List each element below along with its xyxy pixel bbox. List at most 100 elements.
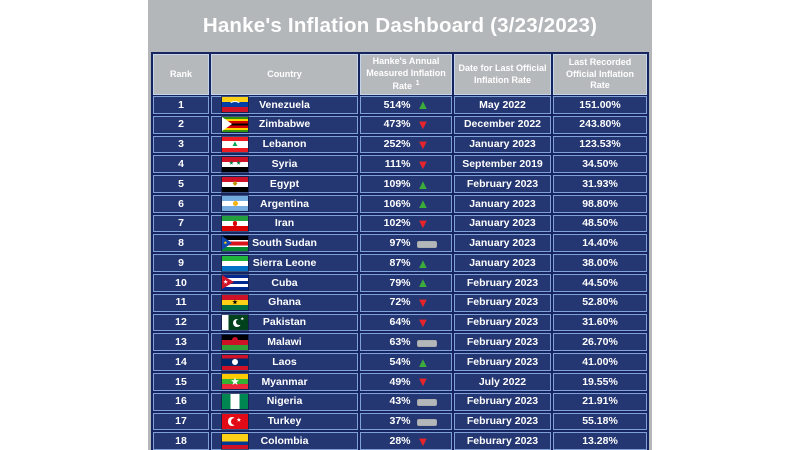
- official-rate-cell: 52.80%: [553, 293, 647, 312]
- official-rate-cell: 38.00%: [553, 254, 647, 273]
- official-date-cell: January 2023: [454, 194, 551, 213]
- table-header-cell-official_rate: Last Recorded Official Inflation Rate: [553, 54, 647, 96]
- country-cell: Argentina: [211, 194, 358, 213]
- country-name: Egypt: [269, 177, 300, 190]
- table-row: 3 ▲ Lebanon 252% ▼ January 2023 123.53%: [153, 135, 647, 154]
- country-flag-icon: [222, 255, 248, 271]
- official-date-cell: May 2022: [454, 96, 551, 114]
- hanke-rate-value: 252%: [383, 138, 411, 151]
- dashboard-panel: Hanke's Inflation Dashboard (3/23/2023) …: [148, 0, 652, 450]
- country-name: Iran: [274, 217, 295, 230]
- rank-cell: 4: [153, 155, 209, 174]
- table-row: 16 Nigeria 43% February 2023 21.91%: [153, 392, 647, 411]
- country-cell: Sierra Leone: [211, 254, 358, 273]
- rank-cell: 2: [153, 115, 209, 134]
- rank-cell: 8: [153, 234, 209, 253]
- trend-flat-icon: [416, 418, 437, 426]
- country-cell: ◆ Egypt: [211, 175, 358, 193]
- flag-emblem: ★: [230, 376, 240, 387]
- country-flag-icon: [222, 394, 248, 410]
- official-rate-cell: 48.50%: [553, 214, 647, 233]
- flag-emblem: [232, 359, 238, 366]
- hanke-rate-cell: 28% ▼: [360, 432, 452, 450]
- official-date-cell: January 2023: [454, 234, 551, 253]
- rank-cell: 14: [153, 353, 209, 371]
- hanke-rate-cell: 514% ▲: [360, 96, 452, 114]
- flag-emblem: [232, 221, 238, 226]
- hanke-rate-value: 473%: [383, 118, 411, 131]
- trend-down-icon: ▼: [416, 216, 430, 232]
- hanke-rate-value: 97%: [389, 237, 411, 250]
- country-name: Colombia: [260, 434, 309, 447]
- trend-up-icon: ▲: [416, 196, 430, 212]
- hanke-rate-cell: 111% ▼: [360, 155, 452, 174]
- official-date-cell: January 2023: [454, 214, 551, 233]
- hanke-rate-value: 111%: [384, 157, 411, 170]
- official-date-cell: February 2023: [454, 175, 551, 193]
- official-rate-cell: 13.28%: [553, 432, 647, 450]
- footnote-marker: 1: [415, 80, 420, 88]
- flag-emblem: [236, 318, 244, 326]
- trend-up-icon: ▲: [416, 176, 430, 192]
- flag-emblem: [222, 275, 234, 290]
- country-name: Syria: [271, 157, 298, 170]
- hanke-rate-value: 109%: [383, 177, 411, 190]
- rank-cell: 9: [153, 254, 209, 273]
- country-flag-icon: [222, 334, 248, 350]
- official-rate-cell: 98.80%: [553, 194, 647, 213]
- table-row: 17 ★ Turkey 37% February 2023 55.18%: [153, 412, 647, 431]
- official-rate-cell: 41.00%: [553, 353, 647, 371]
- hanke-rate-value: 102%: [383, 217, 411, 230]
- flag-emblem: [222, 235, 232, 250]
- country-name: Malawi: [267, 336, 302, 349]
- country-flag-icon: [222, 196, 248, 212]
- flag-emblem: ★: [223, 240, 228, 246]
- trend-down-icon: ▼: [416, 374, 430, 390]
- table-row: 10 ★ Cuba 79% ▲ February 2023 44.50%: [153, 274, 647, 292]
- country-name: Turkey: [267, 415, 302, 428]
- flag-emblem: ★: [236, 160, 241, 167]
- country-flag-icon: ★: [222, 275, 248, 291]
- table-header-cell-hanke_rate: Hanke's Annual Measured Inflation Rate 1: [360, 54, 452, 96]
- header-label: Last Recorded Official Inflation Rate: [565, 57, 634, 91]
- hanke-rate-cell: 64% ▼: [360, 313, 452, 332]
- official-rate-cell: 31.60%: [553, 313, 647, 332]
- official-rate-cell: 243.80%: [553, 115, 647, 134]
- country-name: Sierra Leone: [252, 256, 317, 269]
- table-row: 12 ★ Pakistan 64% ▼ February 2023 31.60%: [153, 313, 647, 332]
- hanke-rate-value: 54%: [389, 355, 411, 368]
- official-rate-cell: 44.50%: [553, 274, 647, 292]
- country-cell: ★ Ghana: [211, 293, 358, 312]
- rank-cell: 3: [153, 135, 209, 154]
- hanke-rate-cell: 106% ▲: [360, 194, 452, 213]
- rank-cell: 11: [153, 293, 209, 312]
- country-name: Myanmar: [261, 375, 308, 388]
- country-cell: Malawi: [211, 333, 358, 352]
- country-name: Pakistan: [262, 316, 307, 329]
- hanke-rate-cell: 43%: [360, 392, 452, 411]
- hanke-rate-cell: 109% ▲: [360, 175, 452, 193]
- table-row: 13 Malawi 63% February 2023 26.70%: [153, 333, 647, 352]
- hanke-rate-value: 64%: [389, 316, 411, 329]
- country-flag-icon: ★: [222, 295, 248, 311]
- trend-up-icon: ▲: [416, 354, 430, 370]
- trend-down-icon: ▼: [416, 295, 430, 311]
- flag-emblem: ★: [229, 160, 234, 167]
- official-date-cell: July 2022: [454, 372, 551, 391]
- official-rate-cell: 123.53%: [553, 135, 647, 154]
- official-date-cell: February 2023: [454, 412, 551, 431]
- country-flag-icon: ◆: [222, 176, 248, 192]
- official-date-cell: Feburary 2023: [454, 432, 551, 450]
- rank-cell: 1: [153, 96, 209, 114]
- flag-emblem: ▲: [231, 139, 239, 149]
- country-name: Zimbabwe: [258, 118, 311, 131]
- rank-cell: 7: [153, 214, 209, 233]
- country-cell: ★ Pakistan: [211, 313, 358, 332]
- hanke-rate-value: 28%: [389, 434, 411, 447]
- country-cell: Colombia: [211, 432, 358, 450]
- official-rate-cell: 26.70%: [553, 333, 647, 352]
- country-flag-icon: [222, 354, 248, 370]
- country-cell: Nigeria: [211, 392, 358, 411]
- flag-emblem: ◆: [232, 181, 238, 188]
- table-row: 15 ★ Myanmar 49% ▼ July 2022 19.55%: [153, 372, 647, 391]
